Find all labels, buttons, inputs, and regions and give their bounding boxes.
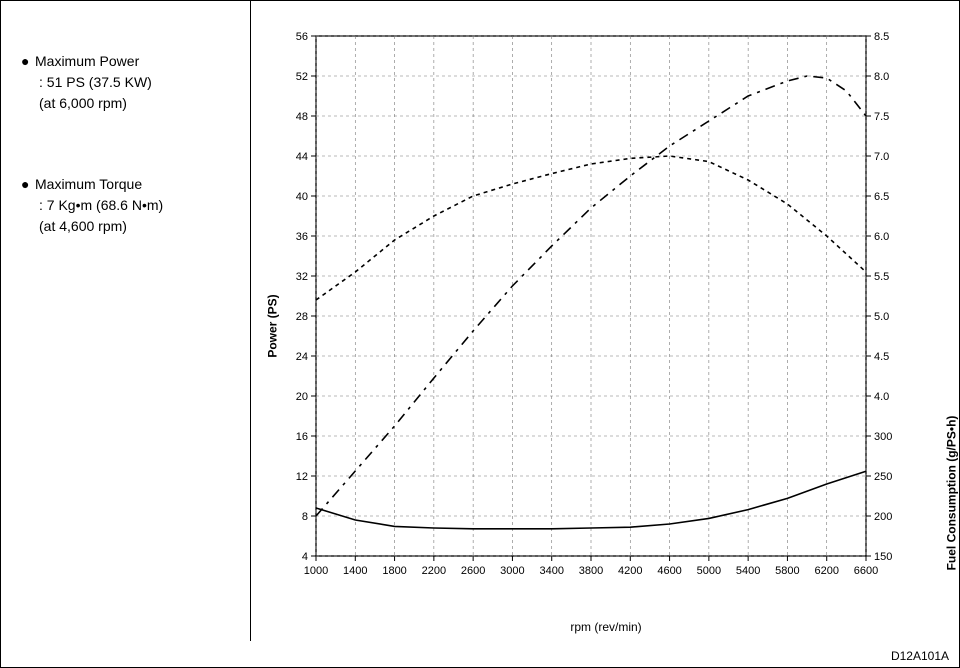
svg-text:2200: 2200 (422, 565, 446, 577)
svg-text:1800: 1800 (382, 565, 406, 577)
svg-text:5.5: 5.5 (874, 271, 889, 283)
svg-text:250: 250 (874, 471, 892, 483)
chart-area: 1000140018002200260030003400380042004600… (261, 26, 951, 626)
svg-text:4600: 4600 (657, 565, 681, 577)
spec-power-line1: : 51 PS (37.5 KW) (39, 72, 241, 93)
y-right-fuel-label: Fuel Consumption (g/PS•h) (945, 416, 959, 571)
spec-torque-title-text: Maximum Torque (35, 176, 142, 192)
svg-text:5.0: 5.0 (874, 311, 889, 323)
svg-text:3800: 3800 (579, 565, 603, 577)
svg-text:28: 28 (296, 311, 308, 323)
svg-text:6.5: 6.5 (874, 191, 889, 203)
svg-text:6600: 6600 (854, 565, 878, 577)
svg-text:12: 12 (296, 471, 308, 483)
svg-text:4.0: 4.0 (874, 391, 889, 403)
svg-text:16: 16 (296, 431, 308, 443)
svg-text:7.0: 7.0 (874, 151, 889, 163)
svg-text:8.0: 8.0 (874, 71, 889, 83)
spec-torque-line2: (at 4,600 rpm) (39, 216, 241, 237)
performance-chart: 1000140018002200260030003400380042004600… (261, 26, 921, 601)
spec-power-title-text: Maximum Power (35, 53, 139, 69)
spec-power-line2: (at 6,000 rpm) (39, 93, 241, 114)
svg-text:5800: 5800 (775, 565, 799, 577)
svg-text:5400: 5400 (736, 565, 760, 577)
svg-text:36: 36 (296, 231, 308, 243)
svg-text:20: 20 (296, 391, 308, 403)
svg-text:7.5: 7.5 (874, 111, 889, 123)
svg-text:44: 44 (296, 151, 308, 163)
svg-text:3400: 3400 (539, 565, 563, 577)
svg-text:24: 24 (296, 351, 308, 363)
svg-text:300: 300 (874, 431, 892, 443)
svg-text:3000: 3000 (500, 565, 524, 577)
svg-text:200: 200 (874, 511, 892, 523)
x-axis-label: rpm (rev/min) (570, 620, 641, 634)
spec-power-title: ●Maximum Power (21, 51, 241, 72)
svg-text:8: 8 (302, 511, 308, 523)
svg-text:6200: 6200 (814, 565, 838, 577)
spec-torque: ●Maximum Torque : 7 Kg•m (68.6 N•m) (at … (21, 174, 241, 237)
svg-text:150: 150 (874, 551, 892, 563)
figure-code: D12A101A (891, 649, 949, 663)
svg-text:8.5: 8.5 (874, 31, 889, 43)
svg-text:1000: 1000 (304, 565, 328, 577)
specs-panel: ●Maximum Power : 51 PS (37.5 KW) (at 6,0… (21, 51, 241, 297)
y-left-label: Power (PS) (266, 294, 280, 357)
svg-text:56: 56 (296, 31, 308, 43)
svg-text:1400: 1400 (343, 565, 367, 577)
page-frame: ●Maximum Power : 51 PS (37.5 KW) (at 6,0… (0, 0, 960, 668)
spec-torque-title: ●Maximum Torque (21, 174, 241, 195)
svg-text:6.0: 6.0 (874, 231, 889, 243)
svg-text:4.5: 4.5 (874, 351, 889, 363)
svg-text:48: 48 (296, 111, 308, 123)
vertical-divider (250, 1, 251, 641)
svg-text:32: 32 (296, 271, 308, 283)
svg-text:5000: 5000 (697, 565, 721, 577)
svg-text:4: 4 (302, 551, 308, 563)
svg-text:4200: 4200 (618, 565, 642, 577)
svg-text:2600: 2600 (461, 565, 485, 577)
spec-torque-line1: : 7 Kg•m (68.6 N•m) (39, 195, 241, 216)
svg-text:40: 40 (296, 191, 308, 203)
svg-text:52: 52 (296, 71, 308, 83)
spec-power: ●Maximum Power : 51 PS (37.5 KW) (at 6,0… (21, 51, 241, 114)
